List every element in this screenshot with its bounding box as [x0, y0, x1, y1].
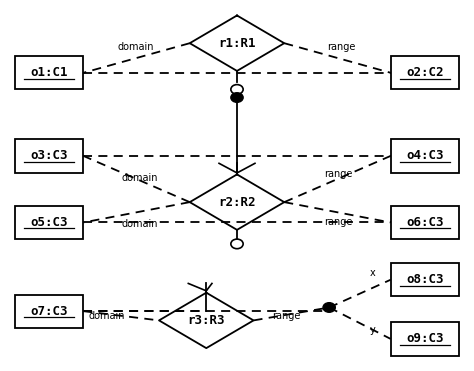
Text: domain: domain [117, 42, 154, 52]
Bar [391, 322, 459, 355]
Text: r2:R2: r2:R2 [218, 196, 256, 209]
Bar [15, 295, 83, 328]
Bar [391, 206, 459, 239]
Text: range: range [324, 217, 353, 227]
Bar [15, 206, 83, 239]
Text: domain: domain [89, 311, 125, 321]
Polygon shape [190, 16, 284, 71]
Text: o5:C3: o5:C3 [30, 216, 68, 229]
Text: o1:C1: o1:C1 [30, 66, 68, 79]
Text: range: range [324, 169, 353, 179]
Text: o4:C3: o4:C3 [406, 150, 444, 162]
Bar [391, 56, 459, 89]
Text: y: y [370, 325, 375, 335]
Circle shape [231, 93, 243, 102]
Circle shape [231, 239, 243, 249]
Polygon shape [159, 293, 254, 348]
Text: domain: domain [122, 219, 158, 229]
Text: o7:C3: o7:C3 [30, 305, 68, 318]
Text: x: x [370, 268, 375, 278]
Text: range: range [327, 42, 355, 52]
Polygon shape [190, 174, 284, 230]
Bar [391, 139, 459, 173]
Text: range: range [273, 311, 301, 321]
Text: o9:C3: o9:C3 [406, 332, 444, 345]
Text: domain: domain [122, 173, 158, 183]
Circle shape [323, 303, 335, 312]
Bar [15, 56, 83, 89]
Bar [15, 139, 83, 173]
Text: r3:R3: r3:R3 [188, 314, 225, 327]
Text: o8:C3: o8:C3 [406, 273, 444, 286]
Text: o6:C3: o6:C3 [406, 216, 444, 229]
Text: o3:C3: o3:C3 [30, 150, 68, 162]
Circle shape [231, 85, 243, 94]
Text: o2:C2: o2:C2 [406, 66, 444, 79]
Bar [391, 263, 459, 296]
Text: r1:R1: r1:R1 [218, 37, 256, 50]
